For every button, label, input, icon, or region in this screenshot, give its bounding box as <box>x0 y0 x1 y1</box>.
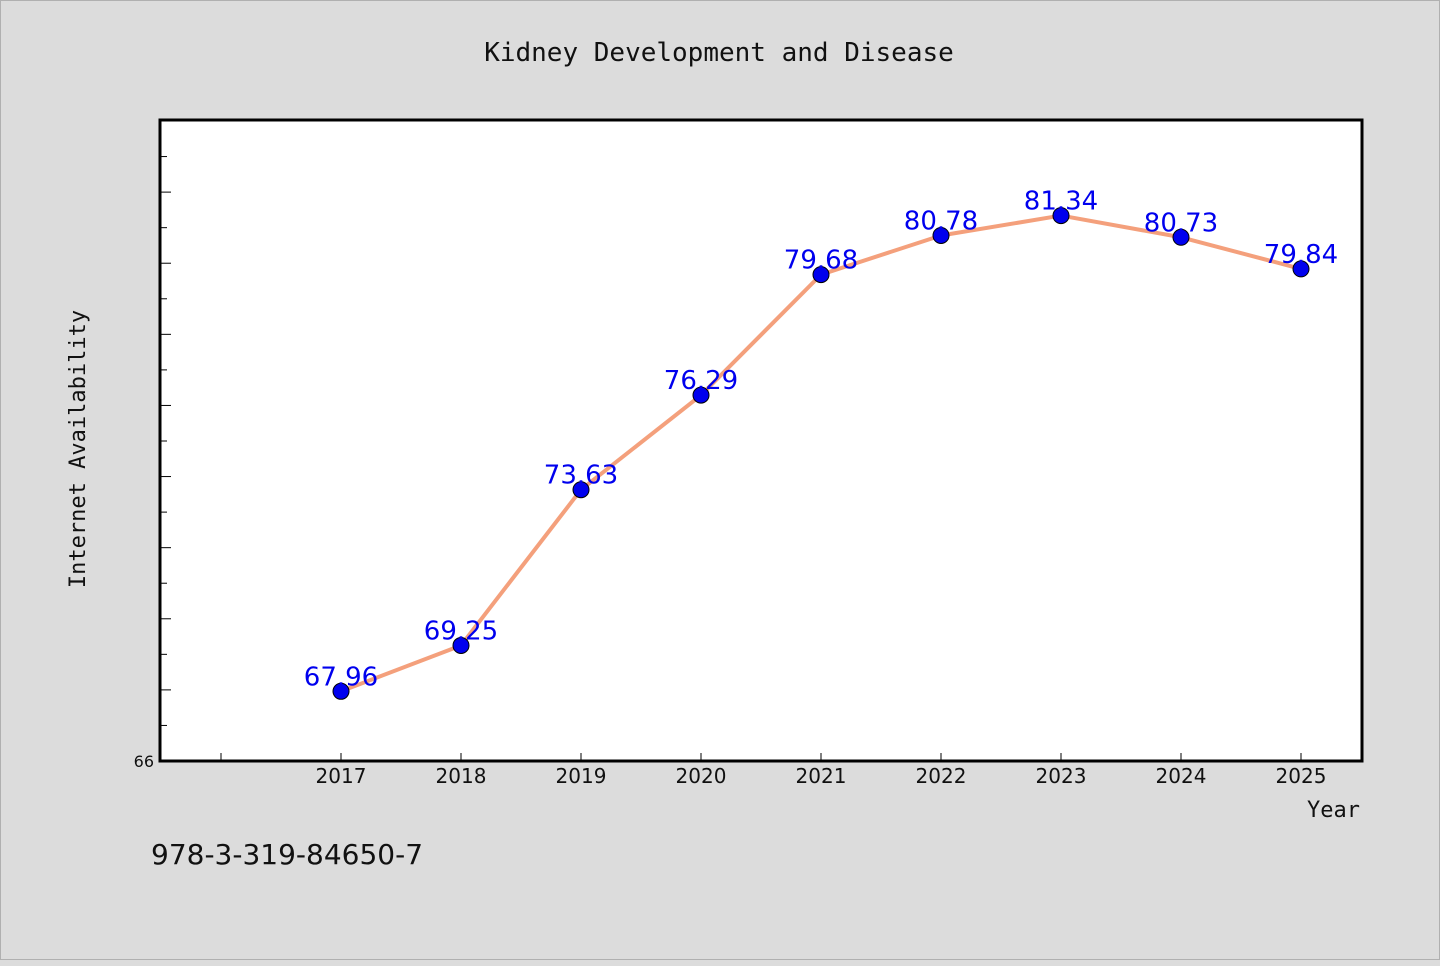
data-label: 76.29 <box>664 366 738 396</box>
x-tick-label: 2017 <box>316 764 367 788</box>
x-tick-label: 2019 <box>556 764 607 788</box>
x-tick-label: 2021 <box>796 764 847 788</box>
x-axis-title: Year <box>1307 798 1360 823</box>
y-axis-title: Internet Availability <box>66 310 91 588</box>
chart-title: Kidney Development and Disease <box>484 38 954 68</box>
data-label: 81.34 <box>1024 187 1098 217</box>
x-tick-label: 2018 <box>436 764 487 788</box>
data-point <box>1292 260 1310 278</box>
x-tick-label: 2023 <box>1036 764 1087 788</box>
data-point <box>1052 207 1070 225</box>
data-labels: 67.96 69.25 73.63 76.29 79.68 80.78 81.34 80.73… <box>304 187 1338 693</box>
data-point <box>572 481 590 499</box>
data-label: 79.84 <box>1264 240 1338 270</box>
x-tick-label: 2022 <box>916 764 967 788</box>
data-label: 79.68 <box>784 246 858 276</box>
isbn-text: 978-3-319-84650-7 <box>151 838 423 871</box>
x-axis-ticks: 2017 2018 2019 2020 2021 2022 2023 2024 2025 <box>220 753 1327 788</box>
y-axis-ticks <box>161 156 171 726</box>
data-point <box>452 636 470 654</box>
data-label: 80.78 <box>904 206 978 236</box>
data-point <box>1172 228 1190 246</box>
data-point <box>932 226 950 244</box>
data-label: 80.73 <box>1144 208 1218 238</box>
data-point <box>812 266 830 284</box>
data-label: 73.63 <box>544 461 618 491</box>
data-label: 69.25 <box>424 616 498 646</box>
x-tick-label: 2025 <box>1276 764 1327 788</box>
data-point <box>332 682 350 700</box>
plot-area <box>158 118 1364 763</box>
series-markers <box>332 207 1310 700</box>
x-tick-label: 2020 <box>676 764 727 788</box>
data-label: 67.96 <box>304 662 378 692</box>
series-layer: 67.96 69.25 73.63 76.29 79.68 80.78 81.34 80.73… <box>304 187 1338 700</box>
x-tick-label: 2024 <box>1156 764 1207 788</box>
data-point <box>692 386 710 404</box>
y-tick-label: 66 <box>134 752 154 771</box>
